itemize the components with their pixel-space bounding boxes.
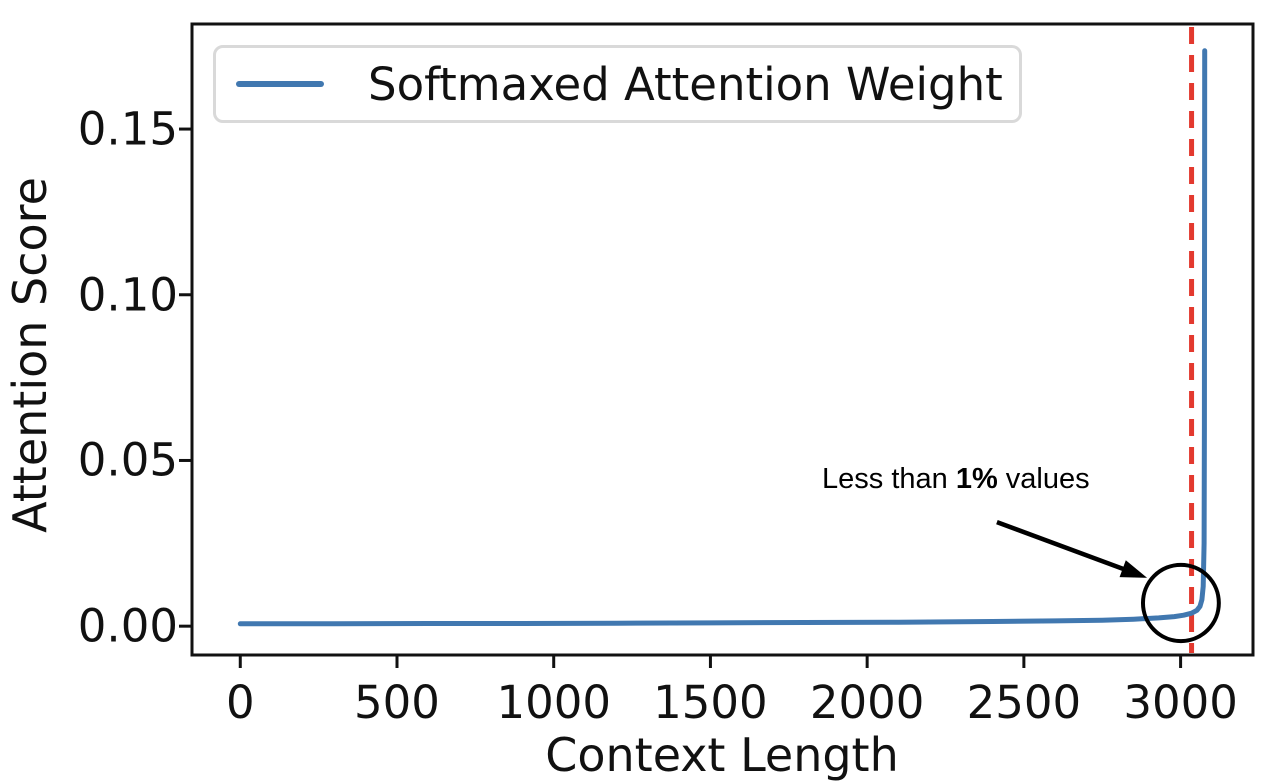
- x-tick-label-3000: 3000: [1123, 676, 1238, 729]
- annotation-text-suffix: values: [997, 463, 1090, 495]
- y-tick-label-0.15: 0.15: [77, 102, 178, 156]
- x-tick-label-0: 0: [225, 676, 255, 729]
- annotation-text: Less than 1% values: [822, 463, 1090, 496]
- x-axis-label: Context Length: [545, 728, 899, 782]
- x-tick-label-500: 500: [354, 676, 440, 729]
- annotation-text-prefix: Less than: [822, 463, 956, 495]
- attention-weight-line: [237, 48, 1208, 627]
- x-tick-label-1500: 1500: [653, 676, 768, 729]
- y-axis-label: Attention Score: [3, 177, 57, 533]
- x-tick-label-2000: 2000: [809, 676, 925, 729]
- legend-box: Softmaxed Attention Weight: [213, 45, 1022, 123]
- legend-entry-label: Softmaxed Attention Weight: [368, 57, 1003, 111]
- x-tick-label-2500: 2500: [966, 676, 1082, 729]
- plot-border: [190, 22, 1255, 657]
- y-tick-label-0.10: 0.10: [77, 268, 178, 322]
- annotation-arrow-head: [1119, 560, 1148, 578]
- annotation-text-bold: 1%: [955, 463, 998, 495]
- y-tick-label-0.05: 0.05: [77, 433, 178, 487]
- legend-line-swatch: [236, 81, 324, 87]
- highlight-circle: [1140, 562, 1221, 644]
- x-tick-label-1000: 1000: [496, 676, 611, 729]
- annotation-arrow-shaft: [996, 519, 1128, 573]
- y-tick-label-0.00: 0.00: [77, 599, 178, 653]
